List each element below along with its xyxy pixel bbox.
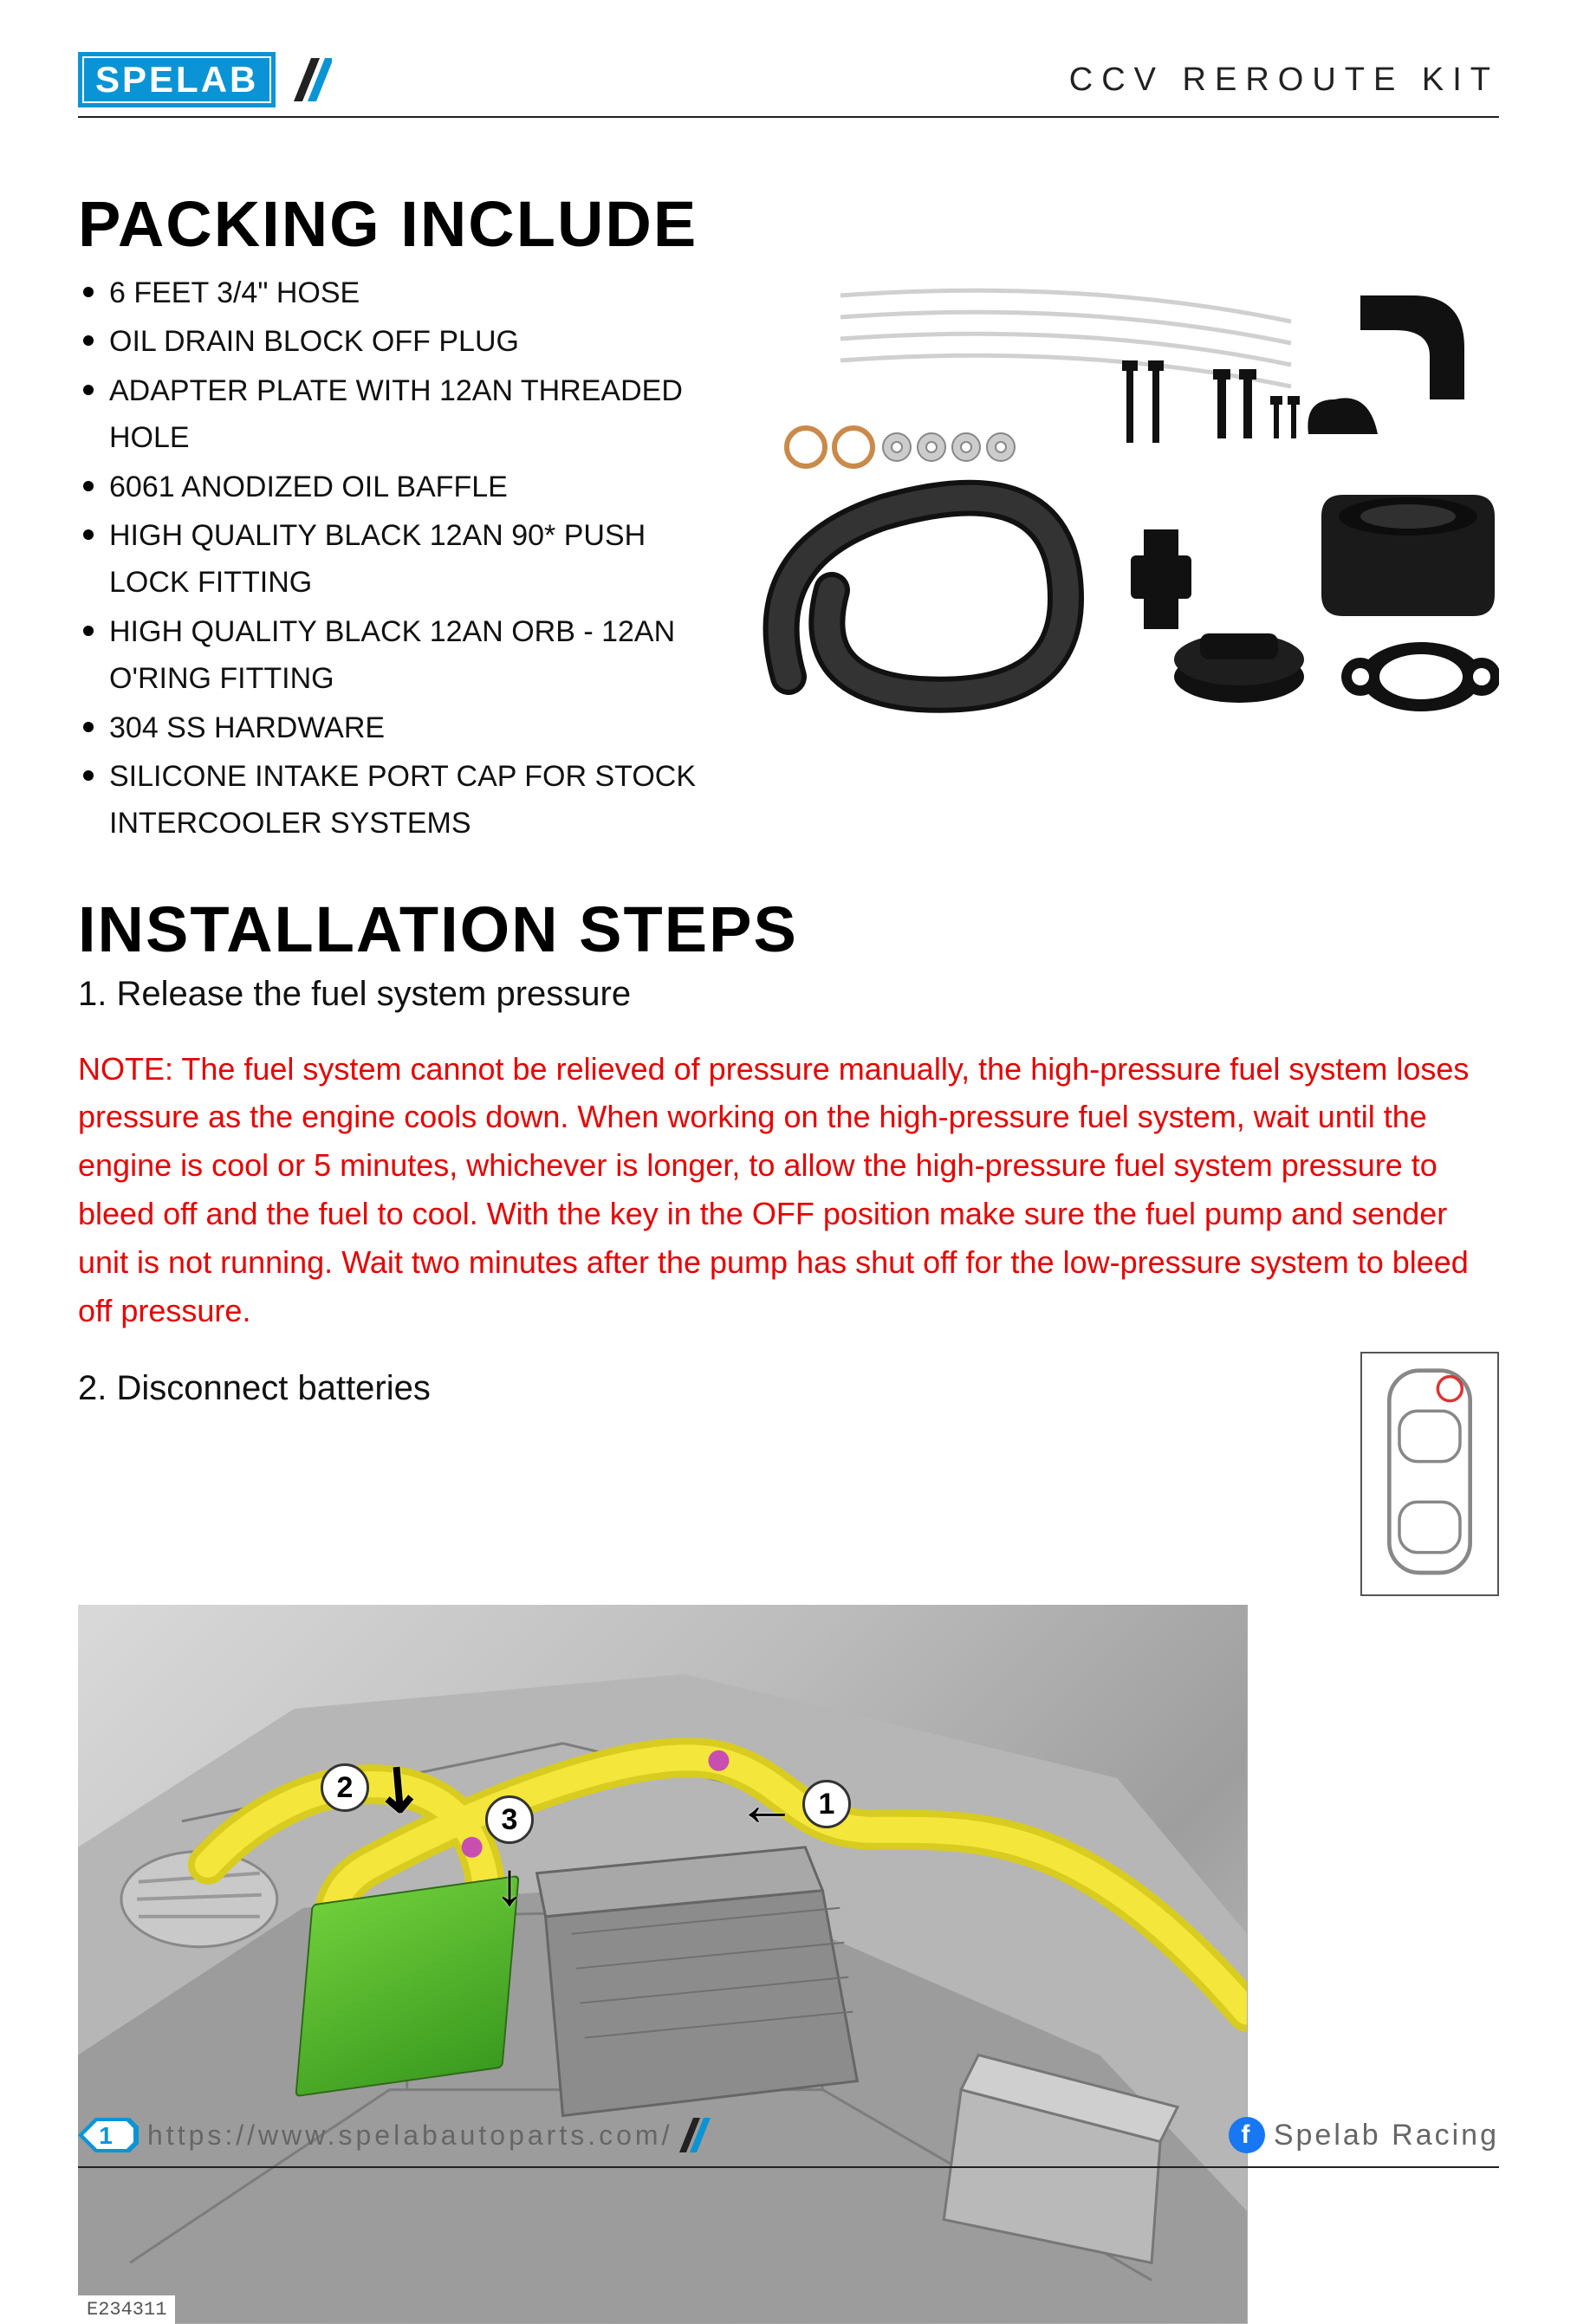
- parts-photo: [737, 269, 1499, 729]
- callout-3: 3 ↓: [485, 1795, 534, 1918]
- callout-number: 2: [321, 1763, 369, 1812]
- packing-heading: PACKING INCLUDE: [78, 187, 1499, 261]
- list-item: SILICONE INTAKE PORT CAP FOR STOCK INTER…: [78, 753, 719, 847]
- callout-1: ← 1: [737, 1769, 851, 1839]
- brand-logo: SPELAB: [78, 52, 276, 107]
- warning-note: NOTE: The fuel system cannot be relieved…: [78, 1045, 1499, 1335]
- callout-number: 3: [485, 1795, 534, 1844]
- packing-list: 6 FEET 3/4" HOSE OIL DRAIN BLOCK OFF PLU…: [78, 269, 719, 849]
- callout-number: 1: [802, 1780, 851, 1828]
- callout-2: 2 ↘: [321, 1752, 425, 1823]
- slash-icon: [676, 2118, 711, 2152]
- step-1: 1. Release the fuel system pressure: [78, 975, 1499, 1014]
- kit-title: CCV REROUTE KIT: [1069, 62, 1499, 99]
- arrow-icon: ↓: [495, 1849, 525, 1918]
- page-footer: 1 https://www.spelabautoparts.com/ f Spe…: [78, 2109, 1499, 2168]
- list-item: HIGH QUALITY BLACK 12AN 90* PUSH LOCK FI…: [78, 512, 719, 607]
- diagram-ref: E234311: [78, 2295, 176, 2324]
- brand-block: SPELAB: [78, 52, 332, 107]
- list-item: 6 FEET 3/4" HOSE: [78, 269, 719, 316]
- install-heading: INSTALLATION STEPS: [78, 893, 1499, 966]
- list-item: HIGH QUALITY BLACK 12AN ORB - 12AN O'RIN…: [78, 608, 719, 703]
- page-header: SPELAB CCV REROUTE KIT: [78, 52, 1499, 118]
- footer-url: https://www.spelabautoparts.com/: [147, 2120, 672, 2152]
- arrow-icon: ←: [737, 1769, 797, 1839]
- facebook-label: Spelab Racing: [1274, 2119, 1499, 2152]
- engine-diagram: ← 1 2 ↘ 3 ↓ E234311: [78, 1605, 1248, 2324]
- list-item: 304 SS HARDWARE: [78, 704, 719, 751]
- list-item: 6061 ANODIZED OIL BAFFLE: [78, 464, 719, 510]
- car-locator-icon: [1360, 1352, 1499, 1596]
- footer-social: f Spelab Racing: [1229, 2117, 1499, 2153]
- slash-icon: [289, 58, 332, 101]
- page-badge-icon: 1: [78, 2109, 139, 2161]
- list-item: ADAPTER PLATE WITH 12AN THREADED HOLE: [78, 367, 719, 462]
- facebook-icon: f: [1229, 2117, 1265, 2153]
- svg-text:1: 1: [99, 2122, 113, 2149]
- list-item: OIL DRAIN BLOCK OFF PLUG: [78, 318, 719, 365]
- step-2: 2. Disconnect batteries: [78, 1369, 1334, 1408]
